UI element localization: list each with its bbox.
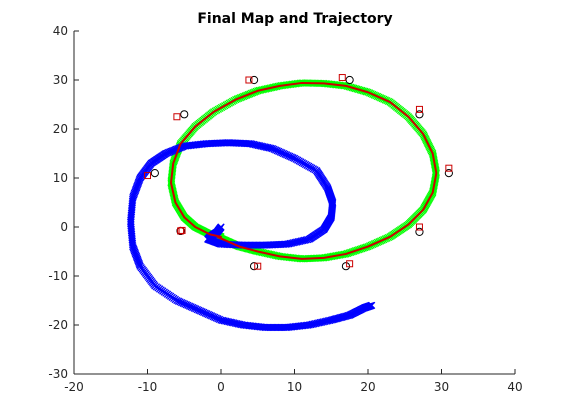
landmark-estimated-point bbox=[254, 262, 262, 270]
landmark-estimated-point bbox=[338, 74, 346, 82]
landmark-true-point bbox=[249, 262, 259, 271]
landmark-true-point bbox=[341, 262, 351, 271]
landmark-estimated-point bbox=[346, 260, 354, 268]
landmark-estimated-point bbox=[415, 105, 423, 113]
estimated-trajectory-line bbox=[170, 81, 438, 260]
x-tick-label: -10 bbox=[138, 380, 158, 394]
landmark-true-point bbox=[444, 169, 453, 178]
y-axis: -30 -20 -10 0 10 20 30 40 bbox=[48, 24, 79, 381]
y-tick-label: 0 bbox=[60, 220, 68, 234]
landmark-true-point bbox=[150, 169, 159, 178]
landmark-estimated-point bbox=[178, 226, 186, 234]
landmark-estimated-point bbox=[173, 113, 181, 121]
estimated-trajectory-series bbox=[170, 81, 438, 260]
landmark-true-point bbox=[415, 110, 424, 119]
x-tick-label: 40 bbox=[507, 380, 522, 394]
x-tick-label: 10 bbox=[287, 380, 302, 394]
landmark-estimated-point bbox=[245, 76, 253, 84]
landmark-true-point bbox=[345, 75, 354, 85]
plot-frame bbox=[74, 31, 515, 374]
landmark-estimated-series bbox=[144, 74, 453, 270]
x-axis: -20 -10 0 10 20 30 40 bbox=[64, 369, 523, 394]
x-tick-label: 20 bbox=[360, 380, 375, 394]
noisy-trajectory-point bbox=[368, 301, 376, 310]
landmark-estimated-point bbox=[415, 223, 423, 231]
landmark-estimated-point bbox=[445, 164, 453, 172]
y-tick-label: 20 bbox=[53, 122, 68, 136]
landmark-true-point bbox=[415, 227, 424, 236]
y-tick-label: 30 bbox=[53, 73, 68, 87]
y-tick-label: 40 bbox=[53, 24, 68, 38]
noisy-trajectory-series bbox=[126, 139, 376, 332]
x-tick-label: 30 bbox=[434, 380, 449, 394]
series-layer bbox=[126, 74, 453, 332]
landmark-true-point bbox=[249, 75, 259, 85]
y-tick-label: -20 bbox=[48, 318, 68, 332]
landmark-estimated-point bbox=[144, 172, 151, 180]
x-tick-label: 0 bbox=[217, 380, 225, 394]
y-tick-label: 10 bbox=[53, 171, 68, 185]
chart-title: Final Map and Trajectory bbox=[197, 11, 392, 27]
x-tick-label: -20 bbox=[64, 380, 84, 394]
landmark-true-point bbox=[180, 110, 189, 119]
y-tick-label: -30 bbox=[48, 367, 68, 381]
y-tick-label: -10 bbox=[48, 269, 68, 283]
